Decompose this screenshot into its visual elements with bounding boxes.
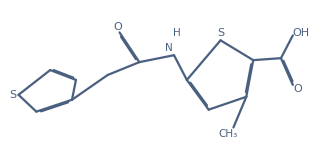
Text: O: O xyxy=(113,22,122,32)
Text: N: N xyxy=(165,43,173,53)
Text: H: H xyxy=(173,28,181,38)
Text: S: S xyxy=(9,90,16,100)
Text: CH₃: CH₃ xyxy=(219,129,238,139)
Text: OH: OH xyxy=(292,28,309,38)
Text: S: S xyxy=(217,28,224,38)
Text: O: O xyxy=(293,84,302,94)
